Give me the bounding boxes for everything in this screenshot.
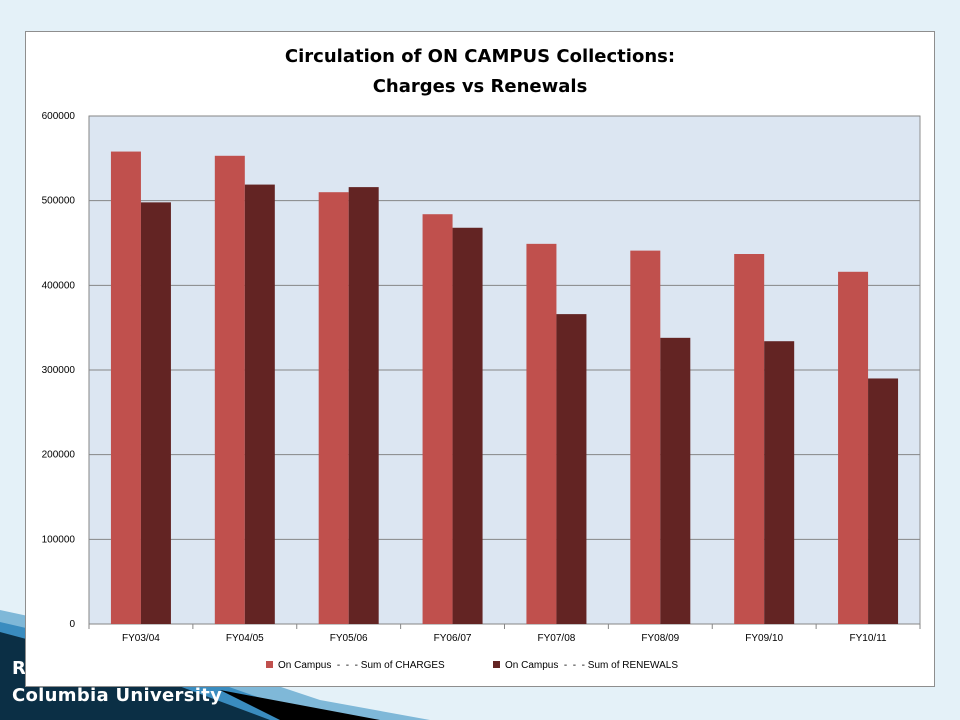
x-tick-label: FY07/08 <box>538 633 576 644</box>
bar-renewals <box>764 341 795 624</box>
bar-renewals <box>660 337 691 624</box>
x-tick-label: FY05/06 <box>330 633 368 644</box>
x-tick-label: FY09/10 <box>745 633 783 644</box>
legend-label-charges: On Campus - - - Sum of CHARGES <box>278 660 445 671</box>
bar-chart: 0 100000 200000 300000 400000 500000 600000 FY0… <box>42 111 921 671</box>
bar-charges <box>734 254 765 625</box>
chart-subtitle: Charges vs Renewals <box>372 76 588 97</box>
chart-title: Circulation of ON CAMPUS Collections: <box>284 46 676 67</box>
legend-swatch-charges <box>266 661 273 668</box>
bar-charges <box>526 243 557 624</box>
footer-text-line1: R <box>12 658 27 679</box>
x-tick-label: FY06/07 <box>434 633 472 644</box>
y-tick-label: 500000 <box>42 196 76 207</box>
bar-renewals <box>348 187 379 624</box>
footer-university-name: Columbia University <box>12 685 223 706</box>
footer-wave-black <box>220 690 380 720</box>
x-tick-label: FY10/11 <box>850 633 887 644</box>
y-tick-label: 300000 <box>42 365 76 376</box>
x-tick-label: FY03/04 <box>122 633 160 644</box>
legend-swatch-renewals <box>493 661 500 668</box>
bar-renewals <box>868 378 899 624</box>
chart-frame: Circulation of ON CAMPUS Collections: Ch… <box>25 31 935 687</box>
x-tick-label: FY04/05 <box>226 633 264 644</box>
y-tick-label: 400000 <box>42 280 76 291</box>
bar-charges <box>422 214 453 625</box>
y-tick-label: 0 <box>69 619 75 630</box>
bar-charges <box>838 271 869 624</box>
y-tick-label: 200000 <box>42 450 76 461</box>
bar-renewals <box>244 184 275 624</box>
bar-renewals <box>140 202 171 625</box>
x-tick-label: FY08/09 <box>641 633 679 644</box>
bar-charges <box>318 192 349 624</box>
bar-charges <box>630 250 661 624</box>
bar-charges <box>110 151 141 624</box>
y-tick-label: 100000 <box>42 534 76 545</box>
bar-renewals <box>556 314 587 624</box>
bar-charges <box>214 155 245 624</box>
legend-label-renewals: On Campus - - - Sum of RENEWALS <box>505 660 678 671</box>
bar-renewals <box>452 227 483 624</box>
y-tick-label: 600000 <box>42 111 76 122</box>
